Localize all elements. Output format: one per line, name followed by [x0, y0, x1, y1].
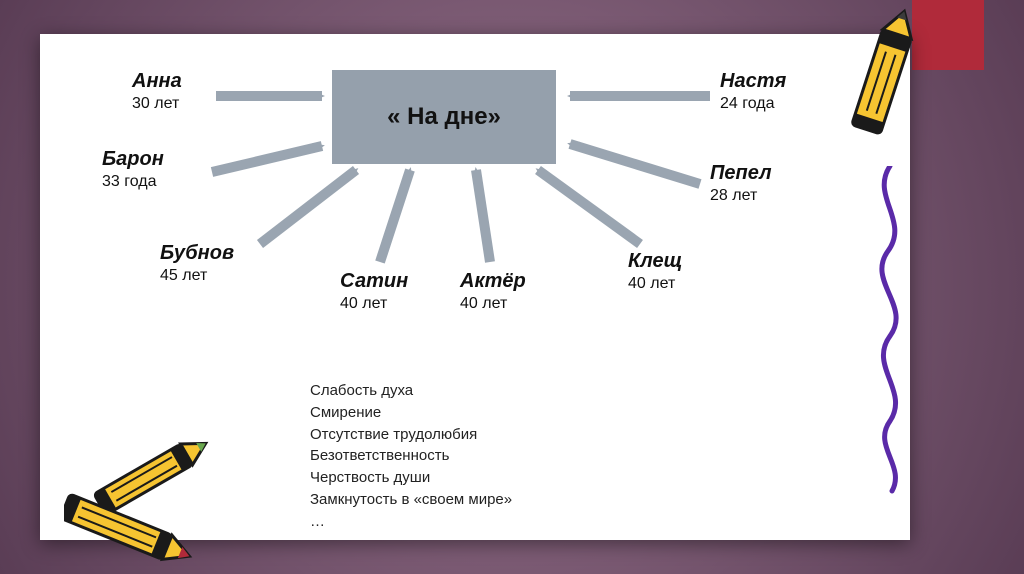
character-age: 45 лет	[160, 267, 234, 285]
trait-item: …	[310, 511, 512, 533]
character-name: Сатин	[340, 270, 408, 292]
character-age: 40 лет	[628, 275, 682, 293]
character-label: Пепел 28 лет	[710, 162, 772, 205]
character-name: Настя	[720, 70, 786, 92]
character-label: Анна 30 лет	[132, 70, 182, 113]
center-title-box: « На дне»	[332, 70, 556, 164]
trait-item: Отсутствие трудолюбия	[310, 424, 512, 446]
character-age: 30 лет	[132, 95, 182, 113]
character-label: Актёр 40 лет	[460, 270, 526, 313]
center-title: « На дне»	[387, 103, 501, 131]
character-age: 40 лет	[460, 295, 526, 313]
arrow	[538, 170, 640, 244]
character-name: Бубнов	[160, 242, 234, 264]
character-age: 40 лет	[340, 295, 408, 313]
traits-list: Слабость духаСмирениеОтсутствие трудолюб…	[310, 380, 512, 532]
trait-item: Слабость духа	[310, 380, 512, 402]
arrow	[212, 146, 322, 172]
trait-item: Смирение	[310, 402, 512, 424]
arrow	[476, 170, 490, 262]
character-name: Клещ	[628, 250, 682, 272]
character-label: Сатин 40 лет	[340, 270, 408, 313]
crayons-bottom-left	[64, 434, 254, 564]
character-age: 28 лет	[710, 187, 772, 205]
character-age: 33 года	[102, 173, 164, 191]
slide-background: « На дне» Анна 30 лет Настя 24 года Барон 33 …	[0, 0, 1024, 574]
character-label: Настя 24 года	[720, 70, 786, 113]
trait-item: Замкнутость в «своем мире»	[310, 489, 512, 511]
trait-item: Безответственность	[310, 445, 512, 467]
character-age: 24 года	[720, 95, 786, 113]
character-label: Клещ 40 лет	[628, 250, 682, 293]
trait-item: Черствость души	[310, 467, 512, 489]
crayon-top-right	[817, 0, 949, 162]
arrow	[260, 170, 356, 244]
character-label: Барон 33 года	[102, 148, 164, 191]
character-label: Бубнов 45 лет	[160, 242, 234, 285]
arrow	[570, 144, 700, 184]
squiggle-decor	[860, 166, 920, 496]
character-name: Барон	[102, 148, 164, 170]
arrow	[380, 170, 410, 262]
character-name: Пепел	[710, 162, 772, 184]
character-name: Актёр	[460, 270, 526, 292]
character-name: Анна	[132, 70, 182, 92]
slide: « На дне» Анна 30 лет Настя 24 года Барон 33 …	[40, 34, 910, 540]
